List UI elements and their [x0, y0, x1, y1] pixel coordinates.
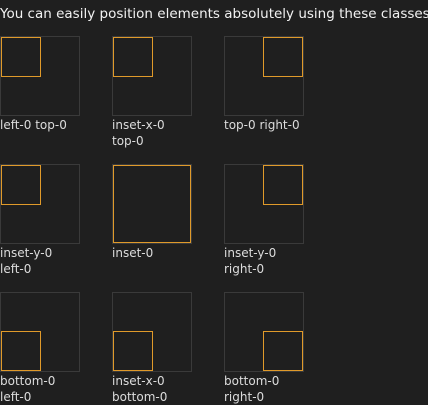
class-label: inset-0 — [112, 245, 153, 261]
positioned-box — [263, 331, 303, 371]
label-line: left-0 — [0, 262, 32, 276]
label-line: inset-x-0 — [112, 118, 165, 132]
label-line: left-0 — [0, 390, 32, 404]
positioned-box — [113, 331, 153, 371]
positioned-box — [263, 165, 303, 205]
label-line: top-0 right-0 — [224, 118, 300, 132]
label-line: inset-0 — [112, 246, 154, 260]
label-line: bottom-0 — [0, 374, 56, 388]
heading: You can easily position elements absolut… — [0, 6, 428, 22]
class-label: inset-x-0 bottom-0 — [112, 373, 167, 405]
label-line: top-0 — [112, 134, 144, 148]
positioned-box — [263, 37, 303, 77]
container-box — [224, 292, 304, 372]
class-label: bottom-0 right-0 — [224, 373, 279, 405]
positioned-box — [1, 331, 41, 371]
class-label: inset-y-0 left-0 — [0, 245, 52, 277]
label-line: right-0 — [224, 390, 265, 404]
label-line: left-0 top-0 — [0, 118, 67, 132]
container-box — [112, 36, 192, 116]
class-label: bottom-0 left-0 — [0, 373, 55, 405]
container-box — [0, 36, 80, 116]
label-line: right-0 — [224, 262, 265, 276]
label-line: bottom-0 — [224, 374, 280, 388]
container-box — [0, 292, 80, 372]
container-box — [0, 164, 80, 244]
container-box — [112, 164, 192, 244]
class-label: left-0 top-0 — [0, 117, 67, 133]
class-label: inset-y-0 right-0 — [224, 245, 276, 277]
container-box — [112, 292, 192, 372]
positioned-box — [1, 37, 41, 77]
label-line: inset-y-0 — [0, 246, 53, 260]
label-line: inset-y-0 — [224, 246, 277, 260]
class-label: top-0 right-0 — [224, 117, 300, 133]
positioned-box — [113, 37, 153, 77]
class-label: inset-x-0 top-0 — [112, 117, 165, 149]
positioned-box — [113, 165, 191, 243]
container-box — [224, 36, 304, 116]
label-line: bottom-0 — [112, 390, 168, 404]
container-box — [224, 164, 304, 244]
label-line: inset-x-0 — [112, 374, 165, 388]
positioned-box — [1, 165, 41, 205]
